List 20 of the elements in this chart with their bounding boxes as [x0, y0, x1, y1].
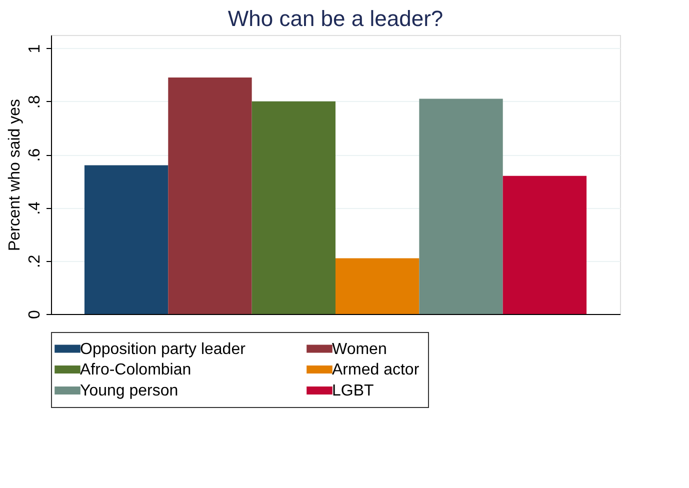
y-tick-label: .6	[26, 148, 44, 162]
y-tick-label: .2	[26, 254, 44, 268]
legend-label: Afro-Colombian	[80, 362, 192, 378]
y-tick-label: .4	[26, 201, 44, 215]
y-tick-label: 1	[26, 44, 44, 54]
chart-title: Who can be a leader?	[228, 6, 444, 31]
legend-label: Armed actor	[332, 362, 420, 378]
bar	[252, 101, 336, 314]
bar	[168, 78, 252, 314]
legend-label: Young person	[80, 382, 178, 400]
bar	[84, 165, 168, 314]
bar	[419, 98, 503, 314]
y-tick-label: .8	[26, 95, 44, 109]
legend-label: Women	[332, 340, 387, 358]
legend-label: Opposition party leader	[80, 340, 246, 358]
bar	[502, 176, 587, 314]
y-axis-title: Percent who said yes	[6, 98, 24, 252]
legend-label: LGBT	[332, 382, 374, 400]
bar	[336, 258, 420, 314]
y-tick-label: 0	[26, 310, 44, 319]
